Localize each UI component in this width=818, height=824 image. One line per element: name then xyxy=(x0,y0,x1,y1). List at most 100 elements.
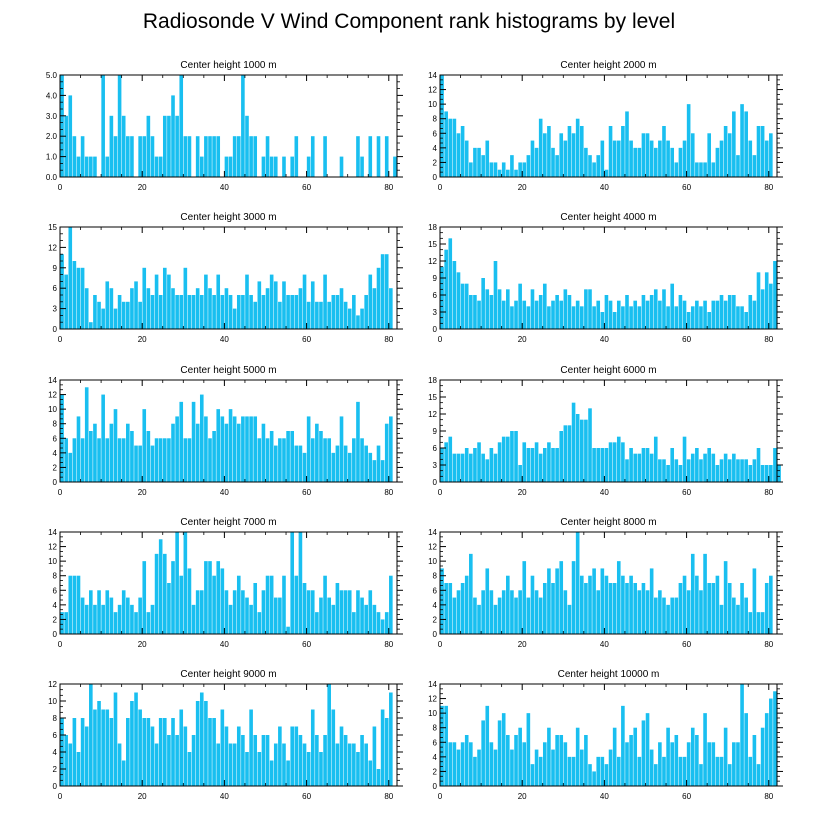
histogram-bar xyxy=(245,274,249,329)
histogram-bar xyxy=(727,764,732,786)
histogram-bar xyxy=(167,735,171,786)
histogram-bar xyxy=(493,261,498,329)
y-tick-label: 10 xyxy=(48,405,57,414)
histogram-bar xyxy=(356,315,360,329)
histogram-bar xyxy=(97,590,101,634)
histogram-bar xyxy=(555,448,559,482)
y-tick-label: 8 xyxy=(433,572,438,581)
histogram-bar xyxy=(633,453,638,482)
histogram-bar xyxy=(72,261,77,329)
histogram-bar xyxy=(707,312,711,329)
histogram-bar xyxy=(485,568,490,634)
histogram-bar xyxy=(113,409,118,482)
y-tick-label: 6 xyxy=(433,129,438,138)
histogram-bar xyxy=(510,590,514,634)
histogram-bar xyxy=(723,561,728,634)
y-tick-label: 0 xyxy=(53,630,58,639)
histogram-bar xyxy=(339,416,344,482)
histogram-bar xyxy=(600,448,605,482)
histogram-bar xyxy=(158,438,163,482)
histogram-bar xyxy=(101,709,105,786)
histogram-bar xyxy=(134,692,138,786)
histogram-bar xyxy=(327,597,331,634)
histogram-bar xyxy=(298,288,303,329)
histogram-bar xyxy=(294,575,299,634)
histogram-bar xyxy=(629,140,633,177)
histogram-bar xyxy=(154,438,159,482)
histogram-bar xyxy=(760,612,765,634)
histogram-bar xyxy=(105,281,110,329)
histogram-bar xyxy=(563,425,568,482)
histogram-bar xyxy=(715,465,720,482)
histogram-bar xyxy=(315,301,319,329)
histogram-bar xyxy=(269,431,274,482)
histogram-bar xyxy=(658,300,662,329)
histogram-bar xyxy=(72,718,77,786)
histogram-bar xyxy=(282,438,286,482)
histogram-bar xyxy=(567,425,572,482)
histogram-bar xyxy=(629,735,633,786)
histogram-bar xyxy=(534,749,539,786)
histogram-bar xyxy=(138,301,142,329)
histogram-bar xyxy=(179,75,184,177)
plot-frame xyxy=(439,531,778,635)
y-tick-label: 10 xyxy=(428,557,437,566)
histogram-bar xyxy=(481,720,485,786)
histogram-bar xyxy=(310,281,315,329)
histogram-bar xyxy=(501,300,506,329)
x-tick-label: 80 xyxy=(384,335,393,344)
histogram-bar xyxy=(191,604,196,634)
histogram-bar xyxy=(278,438,282,482)
histogram-bar xyxy=(253,583,258,634)
histogram-bar xyxy=(126,423,130,482)
histogram-bar xyxy=(608,583,613,634)
histogram-bar xyxy=(732,742,736,786)
histogram-bar xyxy=(68,743,73,786)
histogram-bar xyxy=(142,409,147,482)
histogram-bar xyxy=(265,575,270,634)
histogram-bar xyxy=(339,726,344,786)
histogram-bar xyxy=(117,438,122,482)
histogram-bar xyxy=(493,749,498,786)
x-tick-label: 40 xyxy=(220,488,229,497)
histogram-bar xyxy=(596,155,601,177)
histogram-bar xyxy=(645,448,650,482)
histogram-bar xyxy=(298,735,303,786)
histogram-bar xyxy=(134,445,138,482)
histogram-bar xyxy=(245,597,249,634)
histogram-bar xyxy=(592,162,596,177)
histogram-bar xyxy=(93,156,97,177)
histogram-bar xyxy=(220,295,225,329)
histogram-bar xyxy=(575,300,580,329)
histogram-bar xyxy=(224,288,229,329)
histogram-bar xyxy=(510,749,514,786)
histogram-bar xyxy=(538,756,543,786)
histogram-bar xyxy=(756,272,761,329)
histogram-bar xyxy=(113,308,118,329)
histogram-bar xyxy=(485,459,490,482)
histogram-bar xyxy=(121,301,126,329)
histogram-bar xyxy=(384,254,389,329)
histogram-bar xyxy=(162,115,167,177)
histogram-bar xyxy=(298,445,303,482)
histogram-bar xyxy=(604,295,609,329)
histogram-bar xyxy=(216,136,221,177)
histogram-bar xyxy=(703,713,707,786)
histogram-bar xyxy=(629,306,633,329)
histogram-bar xyxy=(440,568,444,634)
histogram-bar xyxy=(261,156,266,177)
histogram-bar xyxy=(273,445,278,482)
plot-frame xyxy=(439,683,778,787)
histogram-bar xyxy=(752,155,757,177)
histogram-bar xyxy=(592,568,596,634)
histogram-bar xyxy=(187,752,192,786)
histogram-bar xyxy=(493,162,498,177)
y-tick-label: 0 xyxy=(53,782,58,791)
histogram-bar xyxy=(142,136,147,177)
histogram-bar xyxy=(760,465,765,482)
histogram-bar xyxy=(249,604,253,634)
histogram-bar xyxy=(514,431,518,482)
histogram-bar xyxy=(526,448,531,482)
histogram-bar xyxy=(76,752,81,786)
x-tick-label: 80 xyxy=(764,183,773,192)
